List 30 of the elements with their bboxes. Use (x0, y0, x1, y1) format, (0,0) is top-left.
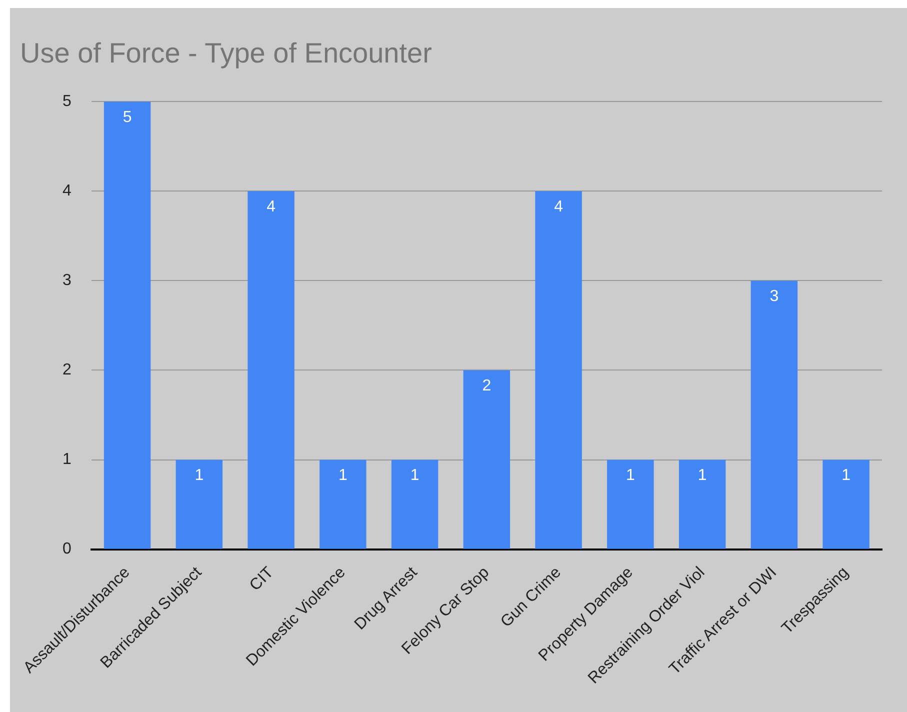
bar (678, 460, 726, 549)
data-label: 2 (482, 378, 492, 395)
bar (750, 280, 798, 549)
x-tick-label: CIT (246, 564, 278, 594)
bar (391, 460, 438, 549)
data-label: 1 (194, 467, 204, 484)
data-label: 4 (554, 198, 564, 216)
data-label: 1 (842, 467, 851, 484)
bar (320, 460, 366, 549)
y-tick-label: 4 (62, 182, 72, 200)
y-tick-label: 1 (62, 451, 72, 468)
bar (535, 191, 582, 549)
y-tick-label: 5 (62, 93, 72, 110)
data-label: 1 (410, 467, 420, 484)
y-tick-label: 0 (62, 540, 72, 558)
chart-title: Use of Force - Type of Encounter (20, 38, 432, 69)
y-tick-label: 2 (62, 362, 72, 379)
y-tick-label: 3 (62, 272, 72, 290)
data-label: 3 (770, 288, 779, 306)
bar (463, 370, 510, 549)
data-label: 5 (122, 109, 132, 126)
bar (176, 460, 223, 549)
bar (248, 191, 294, 549)
data-label: 1 (698, 467, 707, 484)
data-label: 1 (626, 467, 635, 484)
data-label: 4 (266, 198, 276, 216)
bar (822, 460, 870, 549)
data-label: 1 (338, 467, 348, 484)
bar (607, 460, 654, 549)
bar (104, 102, 151, 549)
